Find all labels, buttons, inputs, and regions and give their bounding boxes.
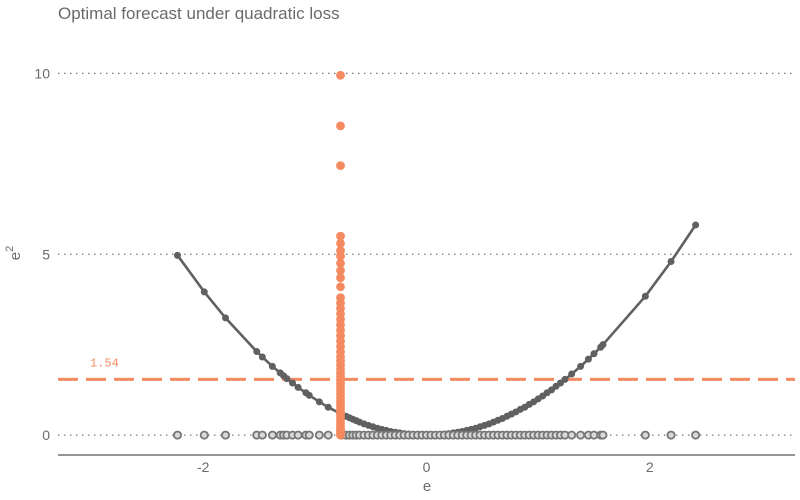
curve-point [294, 383, 302, 391]
curve-point [667, 257, 675, 265]
curve-point [577, 362, 585, 370]
x-tick-label-2: 2 [646, 459, 654, 475]
curve-point [599, 341, 607, 349]
curve-point [258, 353, 266, 361]
reference-line-label: 1.54 [90, 356, 119, 370]
curve-point [200, 288, 208, 296]
curve-point [641, 292, 649, 300]
forecast-loss-point [336, 273, 345, 283]
chart-title: Optimal forecast under quadratic loss [58, 4, 340, 23]
x-tick-label-0: -2 [197, 459, 210, 475]
rug-point [576, 430, 586, 440]
rug-point [199, 430, 209, 440]
forecast-loss-point [336, 282, 345, 292]
rug-point [220, 430, 230, 440]
forecast-loss-point [336, 161, 345, 171]
curve-point [561, 375, 569, 383]
rug-points-group [172, 430, 701, 440]
curve-point [222, 314, 229, 322]
forecast-loss-point [336, 266, 345, 275]
forecast-loss-point [336, 70, 345, 80]
y-axis-label-group: e2 [4, 246, 24, 260]
forecast-loss-point [336, 239, 345, 248]
x-tick-label-1: 0 [423, 459, 431, 475]
forecast-loss-point [336, 246, 345, 256]
x-axis-label: e [423, 478, 431, 495]
loss-curve-line [176, 224, 697, 437]
curve-point [590, 350, 598, 358]
forecast-loss-point [336, 121, 345, 131]
y-tick-label-10: 10 [34, 65, 50, 81]
reference-line-group: 1.54 [58, 356, 795, 381]
rug-point [598, 430, 608, 440]
forecast-loss-point [336, 231, 345, 241]
rug-point [304, 430, 314, 440]
y-tick-label-0: 0 [42, 427, 50, 443]
curve-point [268, 362, 276, 370]
curve-point [283, 375, 291, 383]
tick-labels: 0 5 10 -2 0 2 [34, 65, 654, 475]
forecast-losses-group [336, 70, 345, 440]
curve-point [253, 348, 261, 356]
y-tick-label-5: 5 [42, 246, 50, 262]
curve-point [568, 370, 576, 378]
rug-point [640, 430, 650, 440]
rug-point [666, 430, 676, 440]
curve-point [289, 379, 296, 387]
forecast-loss-point [336, 293, 345, 303]
y-axis-label-exponent: 2 [4, 246, 16, 252]
rug-point [257, 430, 267, 440]
curve-point [692, 221, 700, 229]
curve-point [173, 251, 181, 259]
rug-point [267, 430, 277, 440]
forecast-loss-point [336, 258, 345, 268]
rug-point [323, 430, 333, 440]
rug-point [691, 430, 701, 440]
curve-point [305, 391, 313, 399]
rug-point [293, 430, 303, 440]
rug-point [567, 430, 577, 440]
rug-point [172, 430, 182, 440]
rug-point [314, 430, 324, 440]
y-axis-label: e2 [4, 246, 24, 260]
curve-point [584, 355, 592, 363]
y-axis-label-base: e [7, 252, 24, 260]
curve-point [324, 403, 332, 411]
curve-point [315, 398, 323, 406]
